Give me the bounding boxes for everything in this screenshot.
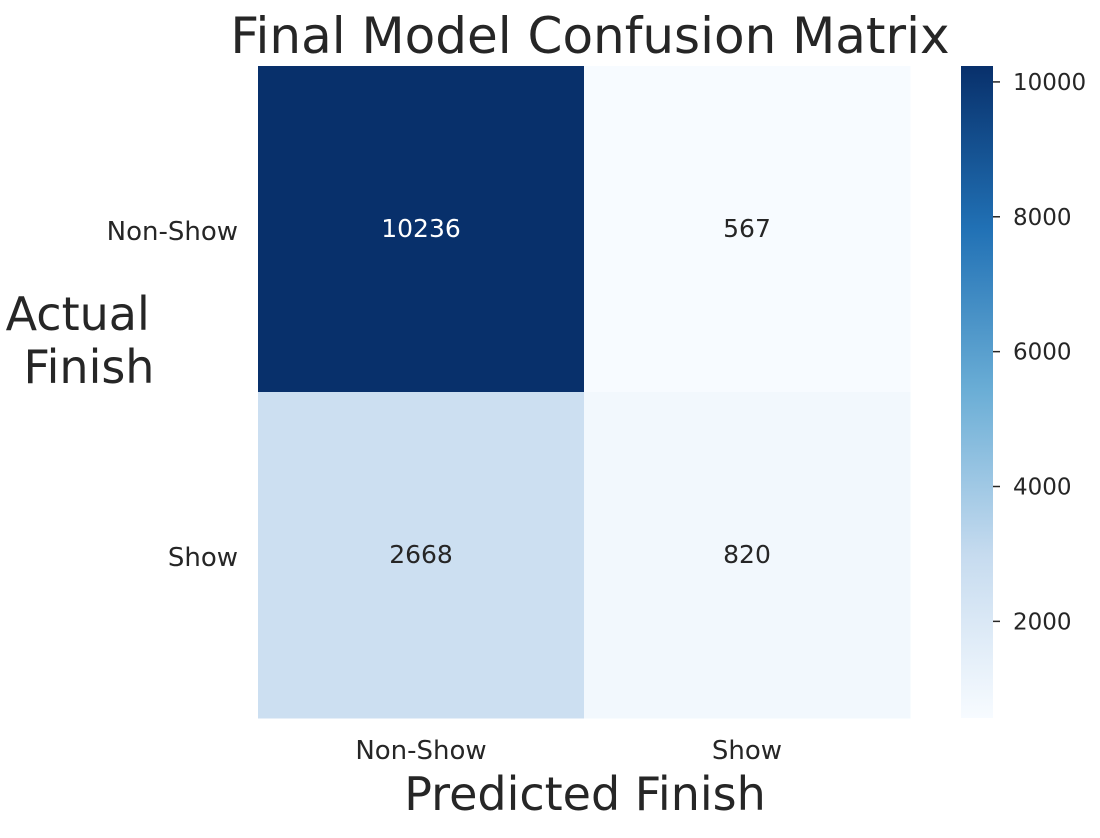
x-axis-label: Predicted Finish xyxy=(404,767,766,821)
cell-value-label: 567 xyxy=(723,214,771,243)
colorbar-tick-label: 2000 xyxy=(1013,609,1072,635)
colorbar: 2000 4000 6000 8000 10000 xyxy=(961,66,1086,718)
colorbar-tick-label: 10000 xyxy=(1013,70,1086,96)
heatmap-cell xyxy=(258,66,585,393)
heatmap-cell xyxy=(258,392,585,719)
colorbar-tick-label: 6000 xyxy=(1013,340,1072,366)
heatmap-cell xyxy=(584,392,911,719)
heatmap-cell xyxy=(584,66,911,393)
cell-value-label: 10236 xyxy=(381,214,461,243)
cell-value-label: 820 xyxy=(723,540,771,569)
y-tick-labels: Non-Show Show xyxy=(107,217,238,573)
y-tick-label: Non-Show xyxy=(107,217,238,247)
chart-title: Final Model Confusion Matrix xyxy=(230,7,949,65)
x-tick-labels: Non-Show Show xyxy=(355,736,782,766)
x-tick-label: Show xyxy=(712,736,782,766)
cell-value-label: 2668 xyxy=(389,540,453,569)
colorbar-tick-label: 4000 xyxy=(1013,475,1072,501)
y-axis-label-line-2: Finish xyxy=(24,340,155,394)
heatmap-cells: 10236 567 2668 820 xyxy=(258,66,911,719)
colorbar-gradient xyxy=(961,66,993,718)
x-tick-label: Non-Show xyxy=(355,736,486,766)
y-tick-label: Show xyxy=(168,543,238,573)
y-axis-label: Actual Finish xyxy=(6,287,165,394)
colorbar-tick-label: 8000 xyxy=(1013,205,1072,231)
y-axis-label-line-1: Actual xyxy=(6,287,150,341)
